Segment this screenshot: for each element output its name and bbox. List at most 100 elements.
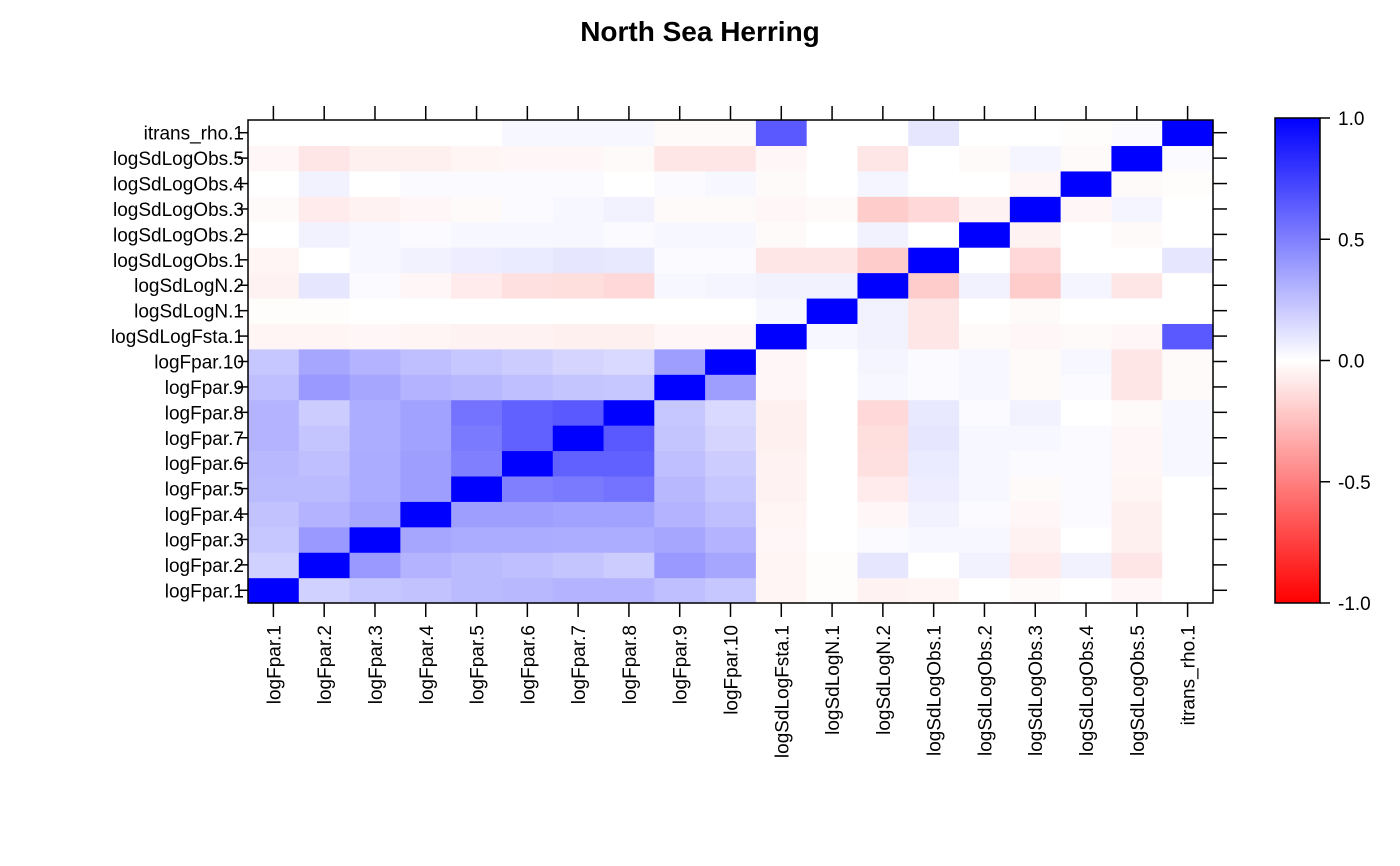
- heatmap-cell: [248, 450, 300, 477]
- heatmap-cell: [705, 247, 757, 274]
- heatmap-cell: [501, 552, 554, 579]
- heatmap-cell: [857, 323, 909, 350]
- heatmap-cell: [705, 196, 757, 223]
- heatmap-cell: [1060, 145, 1113, 172]
- heatmap-cell: [552, 450, 605, 477]
- heatmap-cell: [349, 577, 401, 604]
- heatmap-cell: [857, 221, 909, 248]
- heatmap-cell: [603, 323, 655, 350]
- heatmap-cell: [1060, 526, 1113, 553]
- heatmap-cell: [552, 272, 605, 299]
- heatmap-cell: [908, 425, 960, 452]
- heatmap-cell: [1060, 374, 1113, 401]
- heatmap-cell: [1009, 348, 1062, 375]
- heatmap-cell: [908, 170, 960, 197]
- heatmap-cell: [1111, 348, 1163, 375]
- heatmap-cell: [400, 247, 452, 274]
- heatmap-cell: [806, 552, 859, 579]
- x-tick-label: logFpar.7: [569, 625, 590, 704]
- heatmap-cell: [349, 501, 401, 528]
- heatmap-cell: [603, 501, 655, 528]
- x-tick-label: logFpar.1: [264, 625, 285, 704]
- heatmap-cell: [755, 425, 808, 452]
- heatmap-cell: [298, 247, 351, 274]
- heatmap-cell: [806, 348, 859, 375]
- heatmap-cell: [603, 297, 655, 324]
- heatmap-cell: [654, 297, 706, 324]
- heatmap-cell: [654, 501, 706, 528]
- y-tick-label: logFpar.4: [165, 505, 245, 526]
- heatmap-cell: [857, 475, 909, 502]
- heatmap-cell: [857, 297, 909, 324]
- heatmap-cell: [349, 475, 401, 502]
- heatmap-cell: [654, 120, 706, 147]
- heatmap-cell: [705, 577, 757, 604]
- heatmap-cell: [248, 272, 300, 299]
- heatmap-cell: [755, 272, 808, 299]
- heatmap-cell: [1009, 297, 1062, 324]
- colorbar-tick-label: -1.0: [1338, 594, 1371, 615]
- heatmap-cell: [552, 552, 605, 579]
- y-tick-label: logSdLogFsta.1: [111, 327, 244, 348]
- heatmap-cell: [400, 374, 452, 401]
- heatmap-cell: [857, 196, 909, 223]
- heatmap-cell: [248, 399, 300, 426]
- heatmap-cell: [755, 552, 808, 579]
- heatmap-cell: [298, 399, 351, 426]
- heatmap-cell: [705, 272, 757, 299]
- heatmap-cell: [755, 475, 808, 502]
- heatmap-cell: [349, 425, 401, 452]
- heatmap-cell: [298, 170, 351, 197]
- heatmap-cell: [349, 247, 401, 274]
- heatmap-cell: [705, 297, 757, 324]
- heatmap-cell: [959, 552, 1011, 579]
- heatmap-cell: [1162, 247, 1214, 274]
- heatmap-cell: [349, 348, 401, 375]
- heatmap-cell: [1111, 247, 1163, 274]
- heatmap-cell: [298, 323, 351, 350]
- heatmap-cell: [654, 145, 706, 172]
- y-tick-label: logFpar.7: [165, 429, 244, 450]
- y-tick-label: logFpar.10: [154, 353, 244, 374]
- heatmap-cell: [1060, 170, 1113, 197]
- heatmap-cell: [654, 526, 706, 553]
- heatmap-cell: [654, 348, 706, 375]
- heatmap-cell: [1162, 272, 1214, 299]
- x-tick-label: logSdLogN.1: [823, 625, 844, 735]
- heatmap-cell: [959, 450, 1011, 477]
- heatmap-cell: [451, 272, 503, 299]
- heatmap-cell: [451, 526, 503, 553]
- heatmap-cell: [451, 425, 503, 452]
- heatmap-cell: [1111, 120, 1163, 147]
- heatmap-cell: [349, 450, 401, 477]
- heatmap-cell: [552, 323, 605, 350]
- x-tick-label: logFpar.5: [468, 625, 489, 704]
- heatmap-cell: [654, 221, 706, 248]
- heatmap-cell: [298, 196, 351, 223]
- heatmap-cell: [959, 348, 1011, 375]
- heatmap-cell: [1111, 297, 1163, 324]
- heatmap-cell: [349, 170, 401, 197]
- x-tick-label: logSdLogObs.2: [975, 625, 996, 756]
- y-tick-label: logSdLogN.2: [134, 276, 244, 297]
- heatmap-cell: [298, 272, 351, 299]
- heatmap-cell: [908, 120, 960, 147]
- heatmap-cell: [908, 374, 960, 401]
- heatmap-cell: [248, 170, 300, 197]
- heatmap-cell: [400, 475, 452, 502]
- heatmap-cell: [1111, 170, 1163, 197]
- heatmap-cell: [298, 120, 351, 147]
- heatmap-cell: [654, 323, 706, 350]
- heatmap-cell: [1111, 425, 1163, 452]
- heatmap-cell: [451, 297, 503, 324]
- heatmap-cell: [248, 196, 300, 223]
- x-tick-label: logFpar.4: [417, 625, 438, 705]
- heatmap-cell: [349, 145, 401, 172]
- heatmap-cell: [603, 196, 655, 223]
- heatmap-cell: [857, 374, 909, 401]
- heatmap-cell: [552, 221, 605, 248]
- heatmap-cell: [552, 399, 605, 426]
- heatmap-cell: [603, 145, 655, 172]
- y-tick-label: logSdLogN.1: [134, 302, 244, 323]
- heatmap-cell: [501, 577, 554, 604]
